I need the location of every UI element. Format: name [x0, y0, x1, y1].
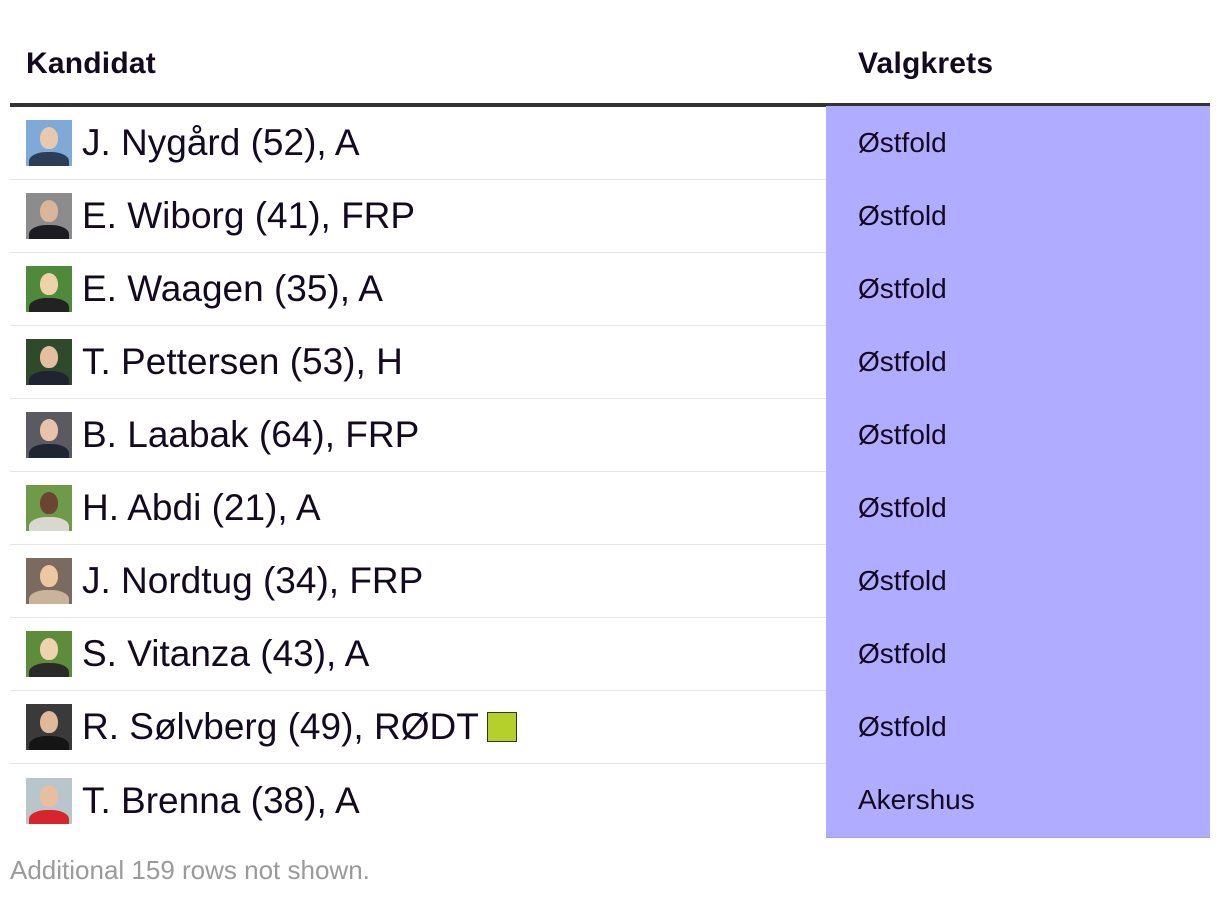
candidate-photo — [26, 778, 72, 824]
table-row: E. Wiborg (41), FRP Østfold — [10, 180, 1210, 253]
candidate-photo — [26, 631, 72, 677]
candidate-name: B. Laabak (64), FRP — [82, 414, 419, 456]
valgkrets-label: Østfold — [858, 419, 947, 451]
candidate-cell: E. Waagen (35), A — [10, 253, 826, 325]
candidate-name: J. Nordtug (34), FRP — [82, 560, 423, 602]
valgkrets-label: Østfold — [858, 127, 947, 159]
valgkrets-cell: Østfold — [826, 252, 1210, 326]
table-body: J. Nygård (52), A Østfold E. Wiborg (41), … — [10, 107, 1210, 837]
valgkrets-cell: Østfold — [826, 179, 1210, 253]
table-row: T. Pettersen (53), H Østfold — [10, 326, 1210, 399]
table-row: B. Laabak (64), FRP Østfold — [10, 399, 1210, 472]
candidate-photo — [26, 339, 72, 385]
candidate-name: J. Nygård (52), A — [82, 122, 360, 164]
valgkrets-label: Østfold — [858, 346, 947, 378]
candidate-name: R. Sølvberg (49), RØDT — [82, 706, 479, 748]
candidate-table: Kandidat Valgkrets J. Nygård (52), A Østf… — [10, 0, 1210, 837]
valgkrets-cell: Akershus — [826, 763, 1210, 838]
valgkrets-cell: Østfold — [826, 544, 1210, 618]
candidate-cell: J. Nordtug (34), FRP — [10, 545, 826, 617]
table-header: Kandidat Valgkrets — [10, 0, 1210, 107]
valgkrets-label: Østfold — [858, 200, 947, 232]
candidate-cell: B. Laabak (64), FRP — [10, 399, 826, 471]
valgkrets-label: Østfold — [858, 565, 947, 597]
table-row: T. Brenna (38), A Akershus — [10, 764, 1210, 837]
valgkrets-label: Akershus — [858, 784, 975, 816]
table-row: E. Waagen (35), A Østfold — [10, 253, 1210, 326]
valgkrets-label: Østfold — [858, 711, 947, 743]
candidate-photo — [26, 704, 72, 750]
candidate-cell: R. Sølvberg (49), RØDT — [10, 691, 826, 763]
candidate-name: T. Pettersen (53), H — [82, 341, 403, 383]
candidate-cell: E. Wiborg (41), FRP — [10, 180, 826, 252]
candidate-cell: T. Pettersen (53), H — [10, 326, 826, 398]
candidate-photo — [26, 558, 72, 604]
column-header-kandidat[interactable]: Kandidat — [26, 47, 156, 81]
candidate-photo — [26, 412, 72, 458]
candidate-name: T. Brenna (38), A — [82, 780, 360, 822]
valgkrets-cell: Østfold — [826, 617, 1210, 691]
valgkrets-cell: Østfold — [826, 690, 1210, 764]
candidate-cell: J. Nygård (52), A — [10, 107, 826, 179]
table-row: H. Abdi (21), A Østfold — [10, 472, 1210, 545]
candidate-photo — [26, 485, 72, 531]
candidate-cell: H. Abdi (21), A — [10, 472, 826, 544]
valgkrets-cell: Østfold — [826, 398, 1210, 472]
candidate-cell: T. Brenna (38), A — [10, 764, 826, 837]
valgkrets-label: Østfold — [858, 638, 947, 670]
candidate-name: H. Abdi (21), A — [82, 487, 321, 529]
valgkrets-label: Østfold — [858, 492, 947, 524]
candidate-cell: S. Vitanza (43), A — [10, 618, 826, 690]
table-row: R. Sølvberg (49), RØDT Østfold — [10, 691, 1210, 764]
valgkrets-cell: Østfold — [826, 471, 1210, 545]
candidate-name: S. Vitanza (43), A — [82, 633, 369, 675]
candidate-photo — [26, 266, 72, 312]
valgkrets-cell: Østfold — [826, 325, 1210, 399]
table-row: S. Vitanza (43), A Østfold — [10, 618, 1210, 691]
valgkrets-cell: Østfold — [826, 106, 1210, 180]
column-header-valgkrets[interactable]: Valgkrets — [858, 47, 993, 81]
candidate-name: E. Wiborg (41), FRP — [82, 195, 415, 237]
candidate-name: E. Waagen (35), A — [82, 268, 383, 310]
candidate-photo — [26, 120, 72, 166]
table-row: J. Nordtug (34), FRP Østfold — [10, 545, 1210, 618]
candidate-photo — [26, 193, 72, 239]
table-row: J. Nygård (52), A Østfold — [10, 107, 1210, 180]
rows-not-shown-note: Additional 159 rows not shown. — [10, 855, 370, 886]
party-color-badge — [487, 712, 517, 742]
valgkrets-label: Østfold — [858, 273, 947, 305]
